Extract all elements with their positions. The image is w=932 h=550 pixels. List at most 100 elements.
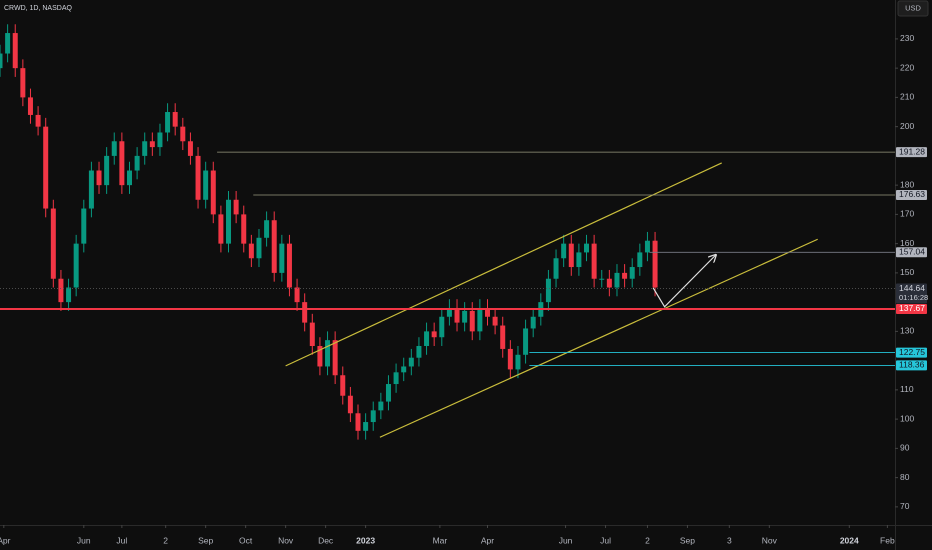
candle-body bbox=[149, 141, 155, 148]
y-tick-label: 70 bbox=[900, 501, 910, 511]
candle-body bbox=[172, 112, 178, 127]
x-tick-label: Jul bbox=[600, 535, 611, 545]
candle-body bbox=[142, 141, 148, 156]
candle-body bbox=[347, 395, 353, 414]
price-label: 118.36 bbox=[899, 360, 925, 370]
candle-body bbox=[568, 243, 574, 268]
candle-body bbox=[210, 170, 216, 215]
candle-body bbox=[584, 243, 590, 253]
trend-drawing bbox=[285, 162, 722, 367]
y-tick-label: 170 bbox=[900, 209, 914, 219]
candle-body bbox=[530, 316, 536, 329]
x-tick-label: Sep bbox=[198, 535, 213, 545]
y-tick-label: 220 bbox=[900, 62, 914, 72]
y-tick-label: 200 bbox=[900, 121, 914, 131]
candle-body bbox=[309, 322, 315, 347]
y-tick-label: 150 bbox=[900, 267, 914, 277]
y-tick-label: 110 bbox=[900, 384, 914, 394]
price-label: 144.64 bbox=[899, 283, 925, 293]
candle-body bbox=[66, 287, 72, 303]
candle-body bbox=[614, 272, 620, 288]
candle-body bbox=[340, 375, 346, 396]
candle-body bbox=[58, 278, 64, 303]
candle-body bbox=[401, 366, 407, 373]
y-tick-label: 100 bbox=[900, 413, 914, 423]
candle-body bbox=[165, 112, 171, 133]
candle-body bbox=[644, 240, 650, 253]
price-label: 157.04 bbox=[899, 247, 925, 257]
x-tick-label: Nov bbox=[278, 535, 294, 545]
candle-body bbox=[462, 310, 468, 323]
price-label: 137.67 bbox=[899, 303, 925, 313]
y-tick-label: 130 bbox=[900, 326, 914, 336]
candle-body bbox=[241, 214, 247, 244]
x-tick-label: 2024 bbox=[840, 535, 859, 545]
price-label: 122.75 bbox=[899, 347, 925, 357]
candle-body bbox=[294, 287, 300, 303]
x-tick-label: Mar bbox=[433, 535, 448, 545]
candle-body bbox=[180, 126, 186, 142]
candle-body bbox=[454, 307, 460, 323]
candle-body bbox=[545, 278, 551, 303]
candle-body bbox=[96, 170, 102, 186]
candle-body bbox=[157, 132, 163, 148]
x-tick-label: 2 bbox=[163, 535, 168, 545]
candle-body bbox=[355, 413, 361, 431]
candle-body bbox=[317, 346, 323, 367]
candle-body bbox=[27, 97, 33, 115]
candle-body bbox=[439, 316, 445, 338]
candle-body bbox=[378, 401, 384, 411]
candle-body bbox=[286, 243, 292, 288]
y-tick-label: 210 bbox=[900, 92, 914, 102]
x-tick-label: 2023 bbox=[356, 535, 375, 545]
price-label-box bbox=[896, 147, 927, 158]
candle-body bbox=[652, 240, 658, 288]
x-tick-label: Dec bbox=[318, 535, 334, 545]
trend-drawing bbox=[652, 255, 716, 308]
candle-body bbox=[81, 208, 87, 244]
candle-body bbox=[424, 331, 430, 347]
currency-label[interactable]: USD bbox=[905, 3, 921, 12]
x-tick-label: 2 bbox=[645, 535, 650, 545]
candle-body bbox=[264, 220, 270, 238]
candle-body bbox=[599, 278, 605, 280]
candle-body bbox=[43, 126, 49, 209]
candle-body bbox=[553, 258, 559, 279]
candle-body bbox=[393, 372, 399, 385]
candle-body bbox=[637, 252, 643, 268]
x-tick-label: Oct bbox=[239, 535, 253, 545]
candle-body bbox=[477, 307, 483, 332]
candle-body bbox=[119, 141, 125, 186]
candle-body bbox=[416, 346, 422, 358]
candle-body bbox=[126, 170, 132, 186]
candle-body bbox=[507, 348, 513, 370]
candle-body bbox=[523, 328, 529, 355]
candle-body bbox=[492, 316, 498, 326]
candle-body bbox=[500, 325, 506, 349]
price-label-box bbox=[896, 347, 927, 358]
x-tick-label: Feb bbox=[880, 535, 895, 545]
candle-body bbox=[363, 422, 369, 431]
symbol-title: CRWD, 1D, NASDAQ bbox=[4, 5, 72, 12]
y-tick-label: 160 bbox=[900, 238, 914, 248]
candle-body bbox=[50, 208, 56, 279]
x-tick-label: Jun bbox=[77, 535, 91, 545]
candle-body bbox=[469, 310, 475, 332]
x-tick-label: Jul bbox=[116, 535, 127, 545]
candle-body bbox=[233, 199, 239, 215]
candle-body bbox=[332, 340, 338, 376]
candle-body bbox=[591, 243, 597, 279]
candle-body bbox=[622, 272, 628, 279]
candle-body bbox=[515, 354, 521, 370]
candle-body bbox=[248, 243, 254, 259]
candle-body bbox=[561, 243, 567, 259]
candle-body bbox=[370, 410, 376, 423]
candle-body bbox=[218, 214, 224, 244]
x-tick-label: Sep bbox=[680, 535, 695, 545]
y-tick-label: 230 bbox=[900, 33, 914, 43]
price-label: 191.28 bbox=[899, 146, 925, 156]
price-label-box bbox=[896, 303, 927, 314]
currency-button[interactable] bbox=[897, 0, 929, 17]
